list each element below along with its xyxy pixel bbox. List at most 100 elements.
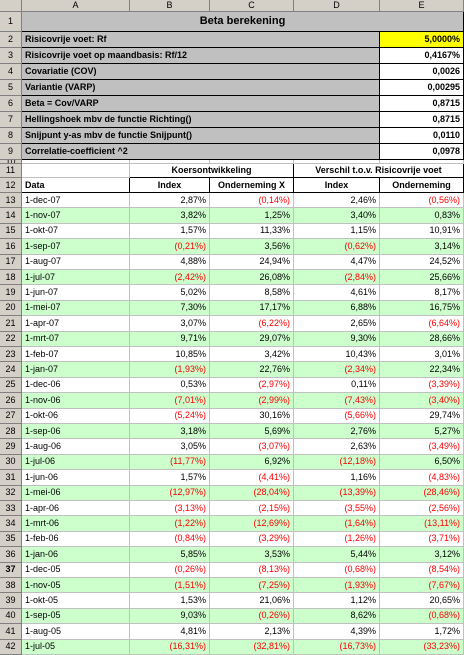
date-cell[interactable]: 1-jan-07	[22, 362, 130, 378]
value-cell[interactable]: (2,56%)	[380, 501, 464, 517]
value-cell[interactable]: (3,49%)	[380, 439, 464, 455]
row-header[interactable]: 33	[0, 501, 22, 517]
row-header[interactable]: 1	[0, 12, 22, 32]
date-cell[interactable]: 1-nov-07	[22, 208, 130, 224]
value-cell[interactable]: (0,56%)	[380, 193, 464, 209]
value-cell[interactable]: (3,13%)	[130, 501, 210, 517]
row-header[interactable]: 29	[0, 439, 22, 455]
date-cell[interactable]: 1-apr-06	[22, 501, 130, 517]
value-cell[interactable]: 3,18%	[130, 424, 210, 440]
row-header[interactable]: 25	[0, 377, 22, 394]
value-cell[interactable]: (12,97%)	[130, 485, 210, 501]
date-cell[interactable]: 1-sep-07	[22, 239, 130, 255]
row-header[interactable]: 40	[0, 608, 22, 625]
value-cell[interactable]: 2,76%	[294, 424, 380, 440]
value-cell[interactable]: (0,14%)	[210, 193, 294, 209]
date-cell[interactable]: 1-mei-06	[22, 485, 130, 501]
value-cell[interactable]: 2,87%	[130, 193, 210, 209]
value-cell[interactable]: 24,52%	[380, 254, 464, 270]
value-cell[interactable]: 3,40%	[294, 208, 380, 224]
row-header[interactable]: 21	[0, 316, 22, 332]
value-cell[interactable]: (28,04%)	[210, 485, 294, 501]
value-cell[interactable]: 3,14%	[380, 239, 464, 255]
value-cell[interactable]: 22,34%	[380, 362, 464, 378]
value-cell[interactable]: 25,66%	[380, 270, 464, 286]
value-cell[interactable]: (7,25%)	[210, 578, 294, 594]
row-header[interactable]: 17	[0, 254, 22, 270]
value-cell[interactable]: (28,46%)	[380, 485, 464, 501]
value-cell[interactable]: (13,11%)	[380, 516, 464, 532]
value-cell[interactable]: (1,51%)	[130, 578, 210, 594]
value-cell[interactable]: 4,81%	[130, 624, 210, 640]
column-header[interactable]: B	[130, 0, 210, 12]
value-cell[interactable]: 17,17%	[210, 300, 294, 317]
row-header[interactable]: 30	[0, 454, 22, 471]
date-cell[interactable]: 1-aug-05	[22, 624, 130, 640]
value-cell[interactable]: (7,01%)	[130, 393, 210, 409]
date-cell[interactable]: 1-sep-06	[22, 424, 130, 440]
row-header[interactable]: 4	[0, 64, 22, 80]
value-cell[interactable]: 28,66%	[380, 331, 464, 347]
value-cell[interactable]: 8,58%	[210, 285, 294, 301]
date-cell[interactable]: 1-jan-06	[22, 547, 130, 563]
row-header[interactable]: 3	[0, 48, 22, 64]
value-cell[interactable]: 1,25%	[210, 208, 294, 224]
row-header[interactable]: 13	[0, 193, 22, 209]
row-header[interactable]: 39	[0, 593, 22, 609]
row-header[interactable]: 36	[0, 547, 22, 563]
value-cell[interactable]: 1,72%	[380, 624, 464, 640]
value-cell[interactable]: (13,39%)	[294, 485, 380, 501]
value-cell[interactable]: 8,62%	[294, 608, 380, 625]
value-cell[interactable]: 21,06%	[210, 593, 294, 609]
value-cell[interactable]: 9,30%	[294, 331, 380, 347]
value-cell[interactable]: 3,82%	[130, 208, 210, 224]
date-cell[interactable]: 1-okt-07	[22, 223, 130, 240]
date-cell[interactable]: 1-jun-06	[22, 470, 130, 486]
value-cell[interactable]: (3,39%)	[380, 377, 464, 394]
value-cell[interactable]: 2,13%	[210, 624, 294, 640]
value-cell[interactable]: (4,83%)	[380, 470, 464, 486]
date-cell[interactable]: 1-jul-07	[22, 270, 130, 286]
value-cell[interactable]: 10,91%	[380, 223, 464, 240]
value-cell[interactable]: (1,64%)	[294, 516, 380, 532]
value-cell[interactable]: (0,68%)	[380, 608, 464, 625]
row-header[interactable]: 19	[0, 285, 22, 301]
row-header[interactable]: 22	[0, 331, 22, 347]
date-cell[interactable]: 1-dec-06	[22, 377, 130, 394]
row-header[interactable]: 10	[0, 160, 22, 164]
row-header[interactable]: 27	[0, 408, 22, 424]
value-cell[interactable]: 3,53%	[210, 547, 294, 563]
value-cell[interactable]: (0,21%)	[130, 239, 210, 255]
value-cell[interactable]: (5,24%)	[130, 408, 210, 424]
value-cell[interactable]: 4,47%	[294, 254, 380, 270]
date-cell[interactable]: 1-sep-05	[22, 608, 130, 625]
value-cell[interactable]: 16,75%	[380, 300, 464, 317]
value-cell[interactable]: 10,85%	[130, 347, 210, 363]
row-header[interactable]: 8	[0, 128, 22, 144]
date-cell[interactable]: 1-feb-07	[22, 347, 130, 363]
value-cell[interactable]: 0,83%	[380, 208, 464, 224]
value-cell[interactable]: (11,77%)	[130, 454, 210, 471]
value-cell[interactable]: 6,92%	[210, 454, 294, 471]
value-cell[interactable]: (1,22%)	[130, 516, 210, 532]
value-cell[interactable]: 5,69%	[210, 424, 294, 440]
row-header[interactable]: 16	[0, 239, 22, 255]
value-cell[interactable]: 1,57%	[130, 223, 210, 240]
row-header[interactable]: 5	[0, 80, 22, 96]
row-header[interactable]: 32	[0, 485, 22, 501]
value-cell[interactable]: 2,46%	[294, 193, 380, 209]
value-cell[interactable]: 5,85%	[130, 547, 210, 563]
value-cell[interactable]: (5,66%)	[294, 408, 380, 424]
value-cell[interactable]: (1,26%)	[294, 531, 380, 548]
value-cell[interactable]: 3,05%	[130, 439, 210, 455]
date-cell[interactable]: 1-nov-06	[22, 393, 130, 409]
value-cell[interactable]: (3,40%)	[380, 393, 464, 409]
value-cell[interactable]: 1,57%	[130, 470, 210, 486]
value-cell[interactable]: 8,17%	[380, 285, 464, 301]
value-cell[interactable]: (7,67%)	[380, 578, 464, 594]
row-header[interactable]: 37	[0, 562, 22, 578]
value-cell[interactable]: (16,73%)	[294, 639, 380, 655]
row-header[interactable]: 38	[0, 578, 22, 594]
value-cell[interactable]: 5,44%	[294, 547, 380, 563]
value-cell[interactable]: (0,84%)	[130, 531, 210, 548]
